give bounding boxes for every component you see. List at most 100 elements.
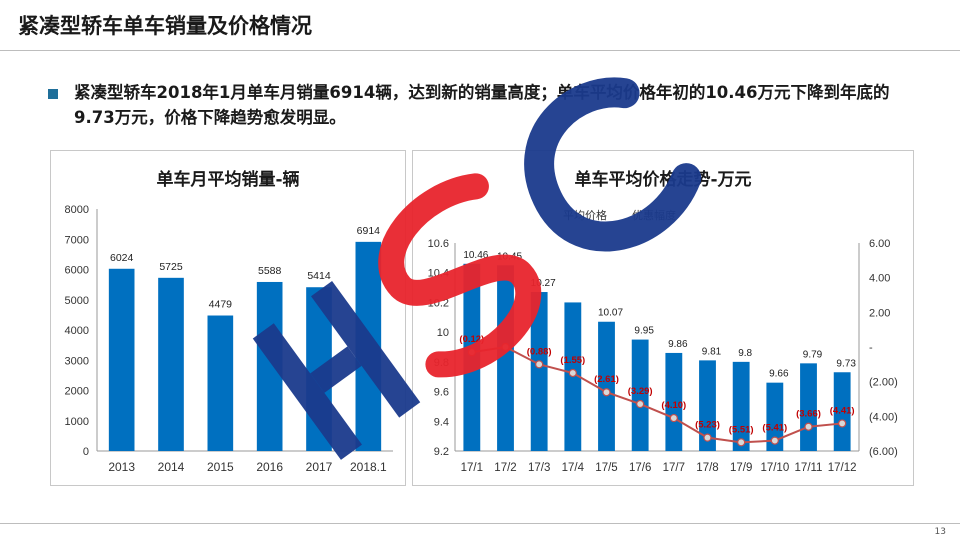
left-tick-label: 10 — [437, 327, 449, 339]
x-tick-label: 2014 — [158, 460, 185, 474]
right-tick-label: (6.00) — [869, 446, 898, 458]
bar-data-label: 5588 — [258, 265, 282, 277]
price-bar — [699, 360, 716, 451]
left-tick-label: 9.2 — [434, 446, 449, 458]
price-bar-label: 9.86 — [668, 339, 688, 350]
right-tick-label: (2.00) — [869, 377, 898, 389]
discount-point — [703, 433, 712, 442]
discount-data-label: (1.55) — [560, 355, 585, 366]
right-tick-label: - — [869, 342, 873, 354]
price-bar — [530, 292, 548, 451]
bullet-square-icon — [48, 89, 58, 99]
bar — [158, 277, 184, 451]
discount-point — [737, 438, 746, 447]
sales-chart-panel: 单车月平均销量-辆 0 1000 2000 3000 4000 5000 6000 7000 8… — [50, 150, 406, 486]
discount-point — [535, 360, 544, 369]
price-bar-label: 9.81 — [702, 346, 722, 357]
price-bar-label: 10.45 — [497, 251, 522, 262]
discount-point — [669, 413, 678, 423]
price-bar-label: 9.73 — [836, 358, 856, 369]
y-tick-label: 1000 — [65, 416, 89, 428]
price-bar — [665, 352, 683, 451]
discount-point — [636, 399, 645, 409]
discount-data-label: (4.10) — [661, 400, 686, 411]
x-tick-label: 17/7 — [663, 462, 685, 474]
left-tick-label: 10.4 — [428, 268, 449, 280]
discount-data-label: (3.29) — [628, 386, 653, 397]
x-tick-label: 17/1 — [461, 462, 483, 474]
page-number: 13 — [934, 527, 946, 537]
x-tick-label: 2017 — [306, 460, 333, 474]
discount-data-label: (0.12) — [459, 334, 484, 345]
discount-data-label: (2.61) — [594, 374, 619, 385]
price-bar-label: 9.66 — [769, 369, 789, 380]
price-bar — [766, 382, 784, 451]
page-title: 紧凑型轿车单车销量及价格情况 — [18, 14, 312, 38]
x-tick-label: 2015 — [207, 460, 234, 474]
sales-chart-title: 单车月平均销量-辆 — [156, 170, 300, 190]
x-tick-label: 17/3 — [528, 462, 550, 474]
price-chart-panel: 单车平均价格走势-万元 平均价格 优惠幅度 9.2 9.4 9.6 9.8 10 10.2… — [412, 150, 914, 486]
right-tick-label: 2.00 — [869, 307, 890, 319]
right-tick-label: 6.00 — [869, 238, 890, 250]
y-tick-label: 3000 — [65, 355, 89, 367]
price-bar-label: 9.95 — [634, 326, 654, 337]
x-tick-label: 17/6 — [629, 462, 651, 474]
discount-data-label: (5.51) — [729, 424, 754, 435]
y-tick-label: 8000 — [65, 204, 89, 216]
left-tick-label: 9.6 — [434, 387, 449, 399]
bar-data-label: 6024 — [110, 252, 134, 264]
discount-data-label: (3.66) — [796, 409, 821, 420]
price-bar — [732, 361, 750, 451]
y-tick-label: 6000 — [65, 265, 89, 277]
title-divider — [0, 50, 960, 51]
bar — [108, 268, 135, 451]
price-bar-label: 10.46 — [463, 250, 488, 261]
price-bar — [463, 263, 481, 451]
x-tick-label: 2018.1 — [350, 460, 387, 474]
discount-point — [467, 348, 476, 357]
y-tick-label: 4000 — [65, 325, 89, 337]
bar-data-label: 4479 — [209, 299, 233, 311]
right-tick-label: (4.00) — [869, 411, 898, 423]
discount-point — [838, 419, 847, 428]
left-tick-label: 10.6 — [428, 238, 449, 250]
left-tick-label: 9.8 — [434, 357, 449, 369]
sales-bar-chart: 0 1000 2000 3000 4000 5000 6000 7000 8000 6024 201… — [65, 204, 393, 474]
discount-data-label: (0.88) — [527, 346, 552, 357]
x-tick-label: 17/4 — [562, 462, 585, 474]
x-tick-label: 17/9 — [730, 462, 752, 474]
discount-point — [602, 388, 611, 397]
price-bar — [631, 339, 649, 451]
discount-point — [770, 436, 779, 445]
price-bar-label: 10.07 — [598, 308, 623, 319]
left-tick-label: 9.4 — [434, 416, 449, 428]
summary-bullet: 紧凑型轿车2018年1月单车月销量6914辆，达到新的销量高度；单车平均价格年初… — [42, 80, 922, 130]
bar-data-label: 5414 — [307, 270, 331, 282]
discount-data-label: (5.23) — [695, 420, 720, 431]
left-tick-label: 10.2 — [428, 297, 449, 309]
right-tick-label: 4.00 — [869, 273, 890, 285]
x-tick-label: 17/2 — [494, 462, 516, 474]
bar — [207, 315, 234, 451]
price-bar-label: 9.79 — [803, 349, 823, 360]
price-bar-label: 9.8 — [738, 348, 752, 359]
discount-data-label: (4.41) — [830, 405, 855, 416]
x-tick-label: 17/10 — [760, 462, 789, 474]
footer-divider — [0, 523, 960, 524]
y-tick-label: 5000 — [65, 295, 89, 307]
x-tick-label: 17/11 — [795, 462, 823, 474]
x-tick-label: 2013 — [108, 460, 135, 474]
x-tick-label: 17/12 — [828, 462, 857, 474]
bar-data-label: 6914 — [357, 225, 381, 237]
bar — [355, 241, 382, 451]
price-combo-chart: 9.2 9.4 9.6 9.8 10 10.2 10.4 10.6 (6.00) (4.00) (2… — [428, 238, 898, 474]
y-tick-label: 7000 — [65, 234, 89, 246]
discount-point — [804, 422, 813, 431]
price-bar — [598, 321, 615, 451]
bar — [256, 281, 283, 451]
discount-point — [501, 342, 510, 352]
x-tick-label: 17/8 — [696, 462, 718, 474]
price-bar-label: 10.27 — [531, 278, 556, 289]
discount-data-label: (5.41) — [762, 423, 787, 434]
